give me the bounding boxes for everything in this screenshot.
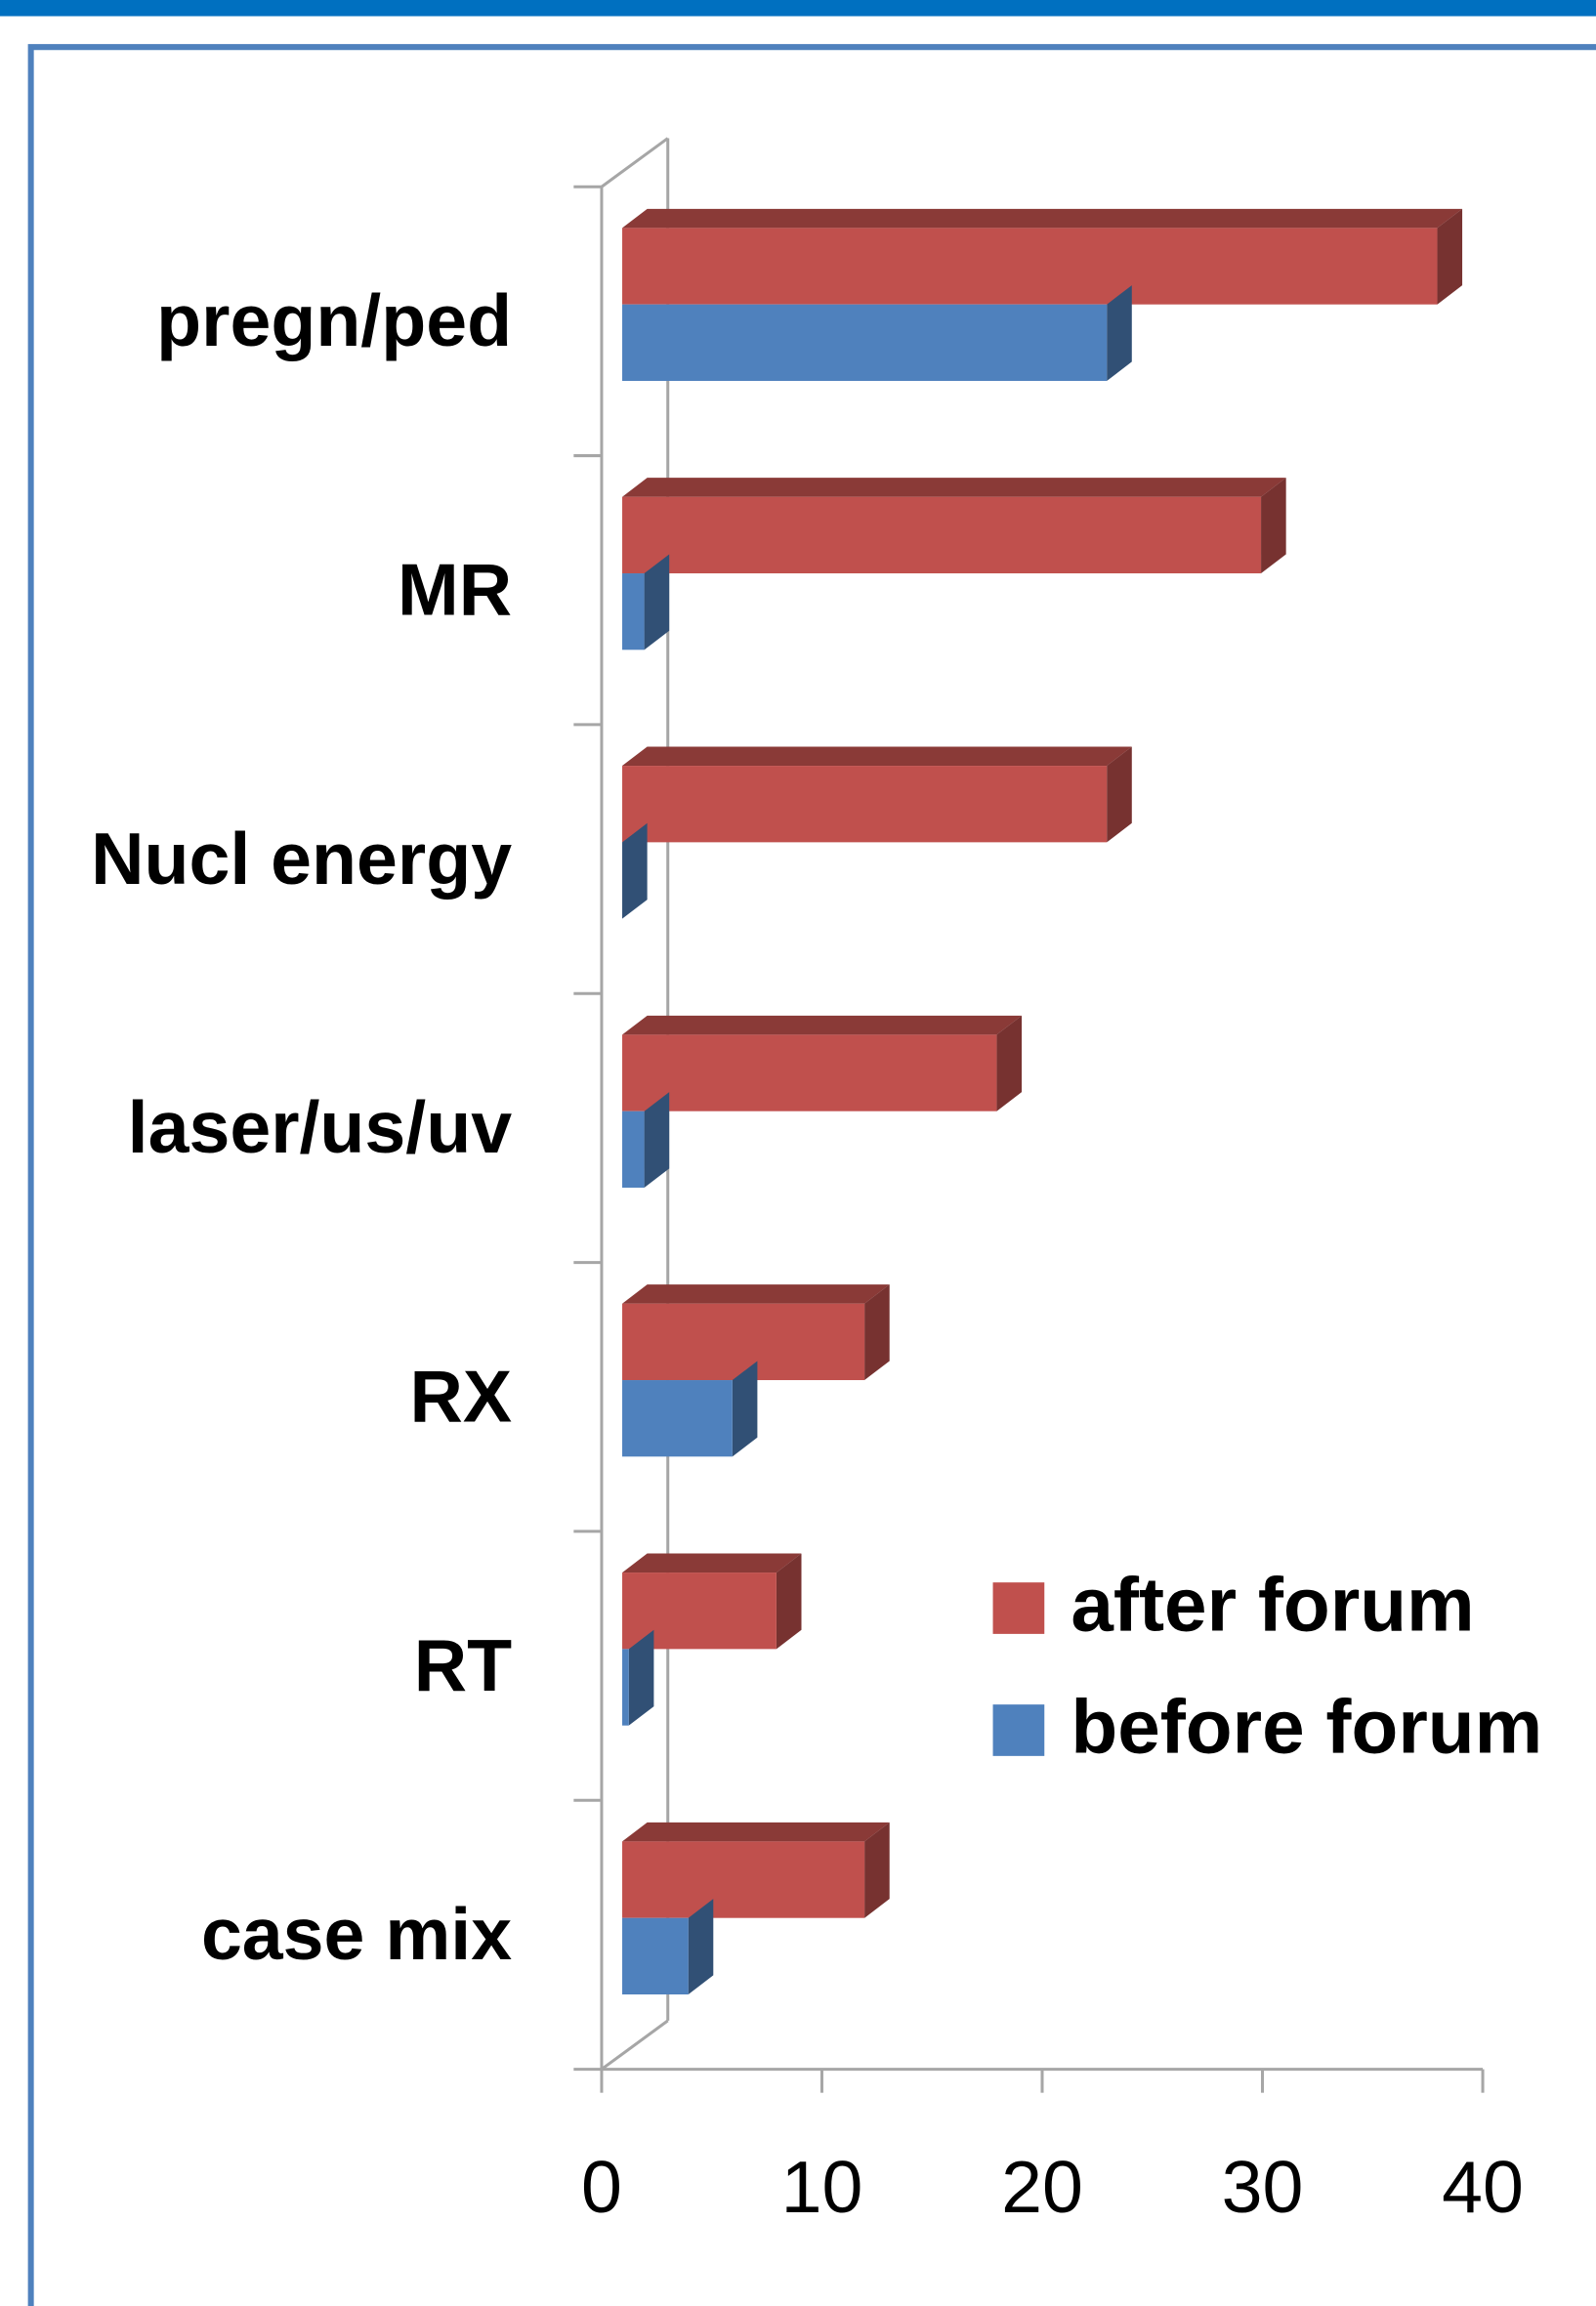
category-label: RX bbox=[409, 1356, 512, 1438]
bar-side bbox=[1107, 746, 1132, 843]
bar-top bbox=[622, 478, 1286, 497]
bar bbox=[622, 496, 1262, 574]
bar-side bbox=[776, 1553, 802, 1650]
bar-top bbox=[622, 1822, 890, 1842]
bar bbox=[622, 1111, 645, 1188]
bar-side bbox=[644, 1092, 670, 1188]
bar bbox=[622, 1303, 865, 1381]
bar bbox=[622, 1841, 865, 1918]
top-band bbox=[0, 0, 1596, 17]
bar bbox=[622, 304, 1108, 381]
legend-swatch bbox=[992, 1582, 1045, 1634]
bar bbox=[622, 573, 645, 650]
bar bbox=[622, 766, 1108, 843]
category-label: MR bbox=[398, 549, 512, 631]
frame bbox=[27, 44, 1596, 2306]
bar-side bbox=[864, 1284, 890, 1381]
bar-side bbox=[996, 1015, 1023, 1111]
bar-side bbox=[1437, 208, 1463, 305]
bar-side bbox=[688, 1899, 714, 1994]
bar-side bbox=[644, 554, 670, 650]
bar-top bbox=[622, 1553, 802, 1573]
x-tick-label: 10 bbox=[781, 2146, 863, 2228]
bar-side bbox=[1261, 478, 1286, 574]
bar-side bbox=[622, 822, 648, 919]
legend-label: before forum bbox=[1071, 1683, 1542, 1769]
bar-top bbox=[622, 1284, 890, 1304]
bar-side bbox=[732, 1361, 758, 1457]
bar-side bbox=[628, 1629, 654, 1726]
legend-swatch bbox=[992, 1704, 1045, 1756]
bar-top bbox=[622, 208, 1463, 229]
category-label: case mix bbox=[201, 1893, 512, 1975]
bar-top bbox=[622, 746, 1132, 767]
x-tick-label: 0 bbox=[581, 2146, 622, 2228]
legend-label: after forum bbox=[1071, 1561, 1474, 1647]
bar-side bbox=[1107, 285, 1132, 381]
bar bbox=[622, 1649, 629, 1726]
x-tick-label: 30 bbox=[1222, 2146, 1304, 2228]
bar-side bbox=[864, 1822, 890, 1918]
x-tick-label: 20 bbox=[1001, 2146, 1083, 2228]
bar bbox=[622, 1034, 997, 1111]
bar bbox=[622, 228, 1438, 305]
category-label: Nucl energy bbox=[91, 818, 512, 900]
bar bbox=[622, 1380, 733, 1457]
bar-top bbox=[622, 1015, 1023, 1035]
x-tick-label: 40 bbox=[1442, 2146, 1524, 2228]
bar bbox=[622, 1917, 689, 1994]
category-label: pregn/ped bbox=[156, 279, 512, 361]
category-label: RT bbox=[414, 1624, 512, 1706]
category-label: laser/us/uv bbox=[128, 1086, 513, 1168]
